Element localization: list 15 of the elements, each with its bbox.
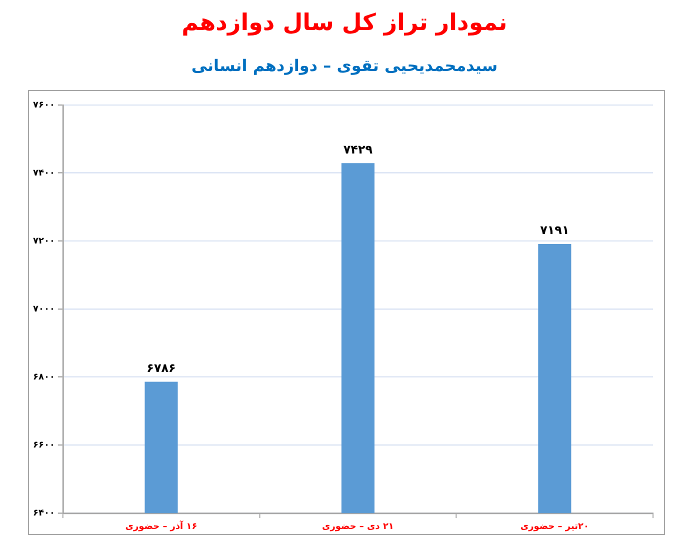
data-label: ۶۷۸۶ [146,360,176,375]
data-label: ۷۴۲۹ [343,142,374,156]
y-tick-label: ۷۶۰۰ [33,100,55,110]
y-tick-label: ۷۲۰۰ [33,236,55,246]
data-label: ۷۱۹۱ [540,223,570,238]
y-tick-label: ۶۴۰۰ [33,508,55,518]
chart-subtitle: سیدمحمدیحیی تقوی – دوازدهم انسانی [190,55,499,77]
x-tick-label: ۲۱ دی – حضوری [322,522,394,532]
y-tick-label: ۷۰۰۰ [33,304,55,314]
x-tick-label: ۲۰تیر – حضوری [520,522,589,532]
x-tick-label: ۱۶ آذر – حضوری [125,520,198,532]
y-tick-label: ۷۴۰۰ [33,168,55,178]
chart-title: نمودار تراز کل سال دوازدهم [180,9,508,38]
y-tick-label: ۶۶۰۰ [33,440,55,450]
y-tick-label: ۶۸۰۰ [33,372,55,382]
